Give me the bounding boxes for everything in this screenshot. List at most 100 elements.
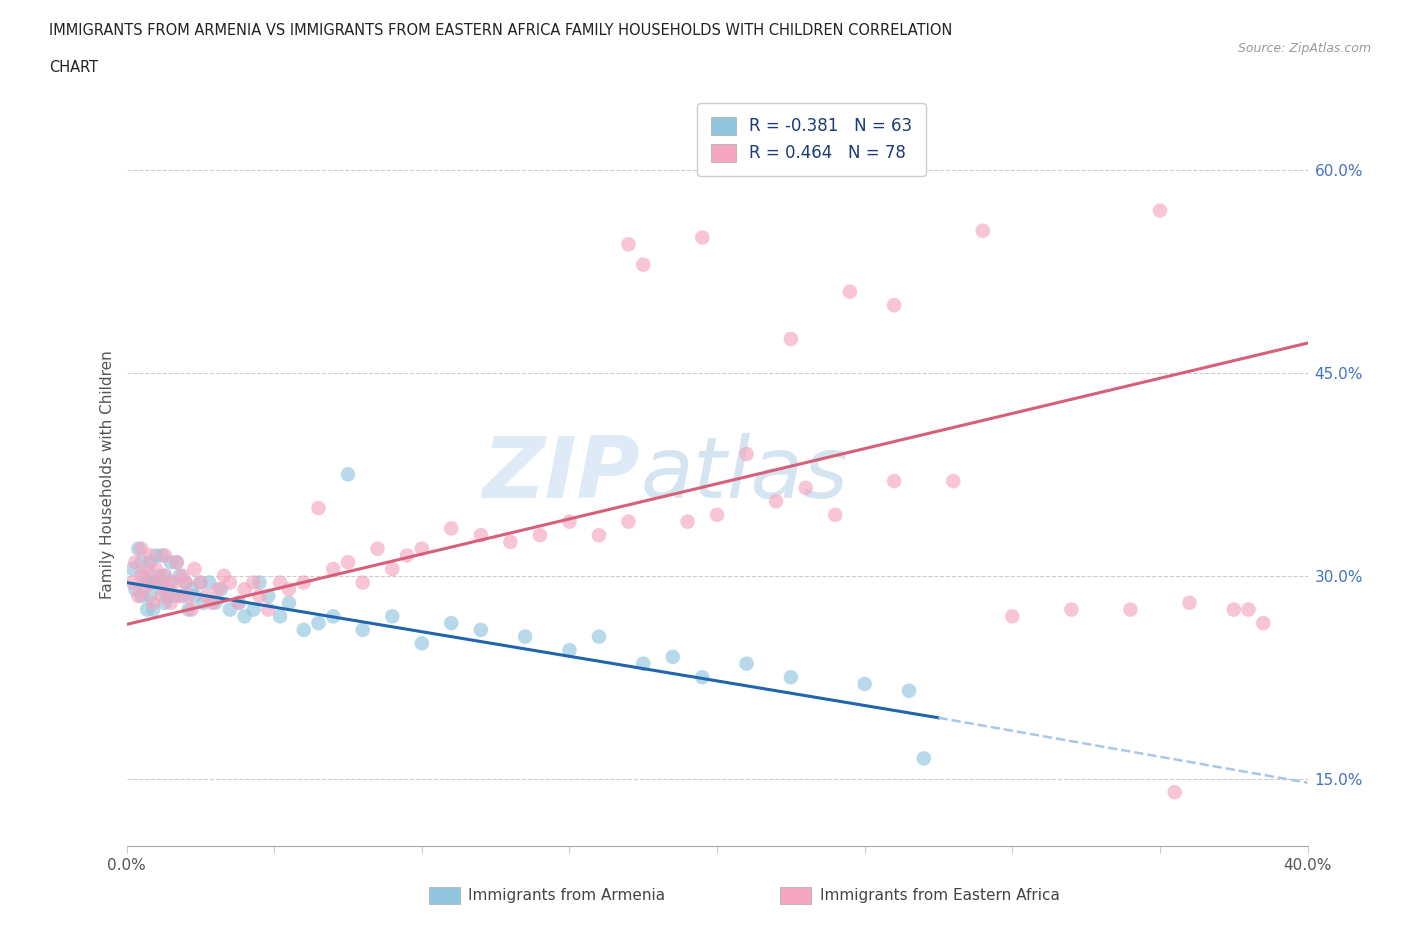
Point: [156, 582, 179, 597]
Point: [883, 298, 905, 312]
Point: [588, 527, 610, 542]
Point: [180, 582, 202, 597]
Point: [153, 568, 176, 583]
Point: [129, 541, 153, 556]
Point: [942, 473, 965, 488]
Text: Source: ZipAtlas.com: Source: ZipAtlas.com: [1237, 42, 1371, 55]
Point: [188, 575, 211, 590]
Point: [142, 602, 165, 617]
Point: [257, 602, 280, 617]
Point: [145, 575, 167, 590]
Point: [129, 568, 153, 583]
Point: [145, 562, 167, 577]
Point: [558, 643, 581, 658]
Point: [233, 582, 256, 597]
Point: [195, 589, 218, 604]
Point: [337, 467, 360, 482]
Point: [201, 595, 224, 610]
Point: [188, 575, 211, 590]
Point: [735, 446, 758, 461]
Point: [838, 285, 860, 299]
Point: [145, 548, 167, 563]
Point: [136, 562, 159, 577]
Point: [121, 575, 143, 590]
Point: [470, 622, 492, 637]
Point: [307, 616, 329, 631]
Point: [153, 568, 176, 583]
Point: [1060, 602, 1083, 617]
Point: [127, 589, 149, 604]
Point: [529, 527, 551, 542]
Point: [794, 481, 817, 496]
Point: [269, 609, 291, 624]
Point: [166, 555, 188, 570]
Point: [897, 684, 920, 698]
Point: [690, 670, 713, 684]
Point: [159, 555, 183, 570]
Point: [142, 595, 165, 610]
Point: [198, 575, 221, 590]
Point: [588, 630, 610, 644]
Point: [148, 575, 170, 590]
Point: [204, 595, 226, 610]
Point: [676, 514, 699, 529]
Point: [172, 589, 194, 604]
Point: [139, 589, 162, 604]
Point: [396, 548, 419, 563]
Point: [257, 589, 280, 604]
Point: [183, 562, 205, 577]
Point: [136, 602, 159, 617]
Text: ZIP: ZIP: [482, 432, 640, 516]
Point: [148, 568, 170, 583]
Point: [1178, 595, 1201, 610]
Point: [142, 575, 165, 590]
Point: [247, 589, 270, 604]
Point: [278, 582, 301, 597]
Point: [972, 223, 994, 238]
Point: [212, 568, 235, 583]
Point: [735, 657, 758, 671]
Point: [163, 575, 186, 590]
Point: [174, 575, 197, 590]
Point: [411, 636, 433, 651]
Point: [150, 589, 173, 604]
Point: [322, 562, 344, 577]
Point: [661, 649, 683, 664]
Point: [269, 575, 291, 590]
Point: [209, 582, 232, 597]
Point: [706, 508, 728, 523]
Point: [617, 514, 640, 529]
Point: [193, 595, 215, 610]
Point: [134, 568, 156, 583]
Point: [470, 527, 492, 542]
Point: [124, 555, 146, 570]
Point: [242, 602, 264, 617]
Point: [779, 332, 801, 347]
Point: [177, 602, 200, 617]
Point: [219, 602, 242, 617]
Point: [166, 555, 188, 570]
Point: [292, 575, 315, 590]
Point: [207, 582, 229, 597]
Point: [440, 616, 463, 631]
Point: [219, 575, 242, 590]
Text: Immigrants from Armenia: Immigrants from Armenia: [468, 888, 665, 903]
Point: [631, 657, 654, 671]
Point: [121, 562, 143, 577]
Point: [440, 521, 463, 536]
Point: [177, 589, 200, 604]
Point: [824, 508, 846, 523]
Point: [853, 676, 876, 691]
Point: [124, 582, 146, 597]
Point: [139, 548, 162, 563]
Point: [242, 575, 264, 590]
Point: [139, 575, 162, 590]
Point: [558, 514, 581, 529]
Point: [136, 575, 159, 590]
Point: [233, 609, 256, 624]
Point: [352, 622, 374, 637]
Point: [159, 595, 183, 610]
Point: [129, 589, 153, 604]
Y-axis label: Family Households with Children: Family Households with Children: [100, 350, 115, 599]
Point: [228, 595, 250, 610]
